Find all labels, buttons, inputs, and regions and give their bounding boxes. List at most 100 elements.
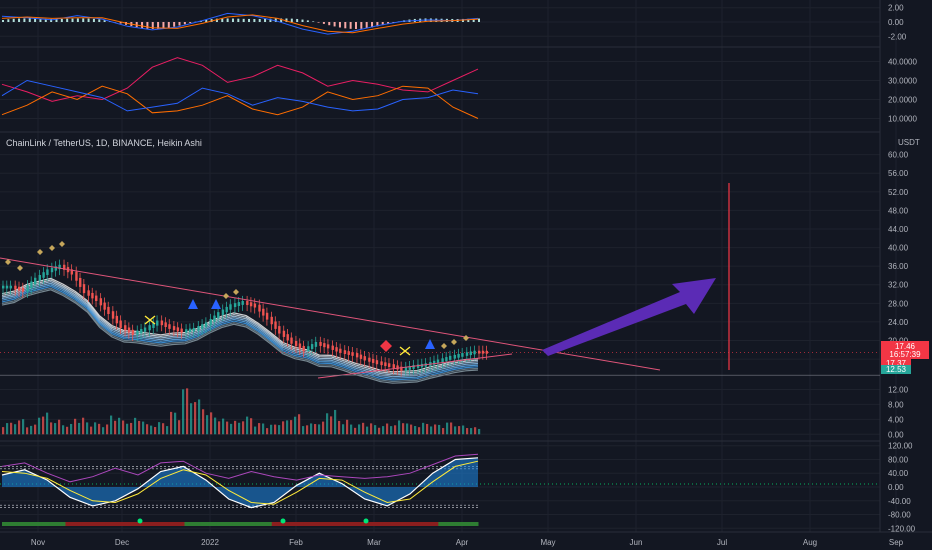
volume-bar — [42, 416, 45, 435]
volume-bar — [330, 416, 333, 435]
momentum-strip-cell — [41, 522, 51, 526]
macd-oscillator-panel — [1, 12, 480, 35]
candle-body — [453, 354, 456, 359]
candle-body — [115, 315, 119, 324]
momentum-strip-cell — [303, 522, 312, 526]
candle-body — [319, 341, 322, 346]
candle-body — [152, 322, 155, 328]
volume-bar — [250, 418, 253, 435]
momentum-strip-cell — [327, 522, 336, 526]
price-tick-label: 52.00 — [888, 188, 909, 197]
osc-histogram-bar — [82, 18, 85, 22]
candle-body — [176, 327, 180, 332]
buy-signal-triangle — [425, 339, 435, 349]
volume-bar — [462, 425, 465, 435]
osc-histogram-bar — [280, 18, 283, 22]
momentum-strip-cell — [168, 522, 178, 526]
momentum-dot — [280, 518, 286, 524]
osc-histogram-bar — [162, 22, 165, 29]
osc-histogram-bar — [365, 22, 368, 29]
volume-bar — [354, 427, 357, 435]
osc-histogram-bar — [119, 22, 122, 24]
momentum-strip-cell — [240, 522, 249, 526]
trend-dot-marker — [233, 289, 239, 295]
volume-bar — [446, 422, 449, 435]
osc-histogram-bar — [301, 19, 304, 22]
volume-bar — [442, 428, 445, 435]
osc-histogram-bar — [39, 18, 42, 22]
time-tick-label: Feb — [289, 538, 303, 547]
symbol-title[interactable]: ChainLink / TetherUS, 1D, BINANCE, Heiki… — [6, 138, 202, 148]
osc-macd-line — [1, 12, 479, 35]
osc-histogram-bar — [103, 20, 106, 22]
candle-body — [160, 320, 164, 326]
osc-histogram-bar — [205, 19, 208, 22]
osc-histogram-bar — [23, 18, 26, 22]
volume-bar — [158, 422, 161, 435]
cross-signal-marker — [399, 346, 411, 356]
osc-histogram-bar — [221, 18, 224, 22]
momentum-strip-cell — [136, 522, 146, 526]
osc-histogram-bar — [317, 22, 320, 23]
price-tick-label: 28.00 — [888, 299, 909, 308]
sell-signal-diamond — [380, 340, 392, 352]
osc-histogram-bar — [478, 18, 480, 22]
candle-body — [14, 285, 17, 290]
volume-bar — [22, 419, 25, 435]
momentum-strip-cell — [184, 522, 193, 526]
volume-bar — [378, 427, 381, 435]
volume-bar — [34, 424, 37, 435]
osc-histogram-bar — [472, 18, 475, 22]
osc-histogram-bar — [285, 18, 288, 22]
candle-body — [351, 352, 354, 356]
currency-label: USDT — [898, 138, 920, 147]
time-tick-label: May — [540, 538, 555, 547]
osc-histogram-bar — [66, 18, 69, 22]
candle-body — [192, 327, 196, 332]
volume-bar — [6, 423, 9, 435]
momentum-strip-cell — [105, 522, 114, 526]
candle-body — [465, 352, 469, 356]
momentum-strip-cell — [224, 522, 233, 526]
volume-bar — [110, 415, 113, 435]
volume-bar — [86, 422, 89, 435]
volume-bar — [58, 419, 61, 435]
time-tick-label: Mar — [367, 538, 381, 547]
candle-body — [448, 355, 452, 360]
momentum-dot — [363, 518, 369, 524]
volume-bar — [386, 423, 389, 435]
momentum-strip-cell — [295, 522, 304, 526]
volume-bar — [338, 420, 341, 435]
candle-body — [229, 304, 232, 310]
momentum-strip-cell — [57, 522, 66, 526]
momentum-strip-cell — [446, 522, 455, 526]
volume-bar — [266, 428, 269, 435]
time-axis[interactable]: Nov Dec 2022 Feb Mar Apr May Jun Jul Aug Sep — [31, 538, 904, 547]
momentum-strip-cell — [152, 522, 162, 526]
time-tick-label: Jun — [630, 538, 643, 547]
volume-bar — [306, 425, 309, 435]
candle-body — [91, 292, 94, 299]
volume-bar — [410, 424, 413, 435]
momentum-strip-cell — [160, 522, 170, 526]
osc-histogram-bar — [322, 22, 325, 24]
candle-body — [197, 326, 200, 331]
wave-main-line — [1, 457, 479, 509]
osc-histogram-bar — [381, 22, 384, 26]
candle-body — [209, 318, 212, 326]
candle-body — [359, 354, 363, 359]
volume-bar — [230, 423, 233, 435]
candle-body — [412, 365, 415, 369]
osc-histogram-bar — [349, 22, 352, 29]
level-label: 17.37 — [886, 359, 907, 368]
candle-body — [258, 304, 261, 312]
volume-bar — [414, 426, 417, 435]
momentum-strip-cell — [279, 522, 289, 526]
price-label: 17.46 — [895, 342, 916, 351]
volume-bar — [154, 427, 157, 435]
momentum-strip-cell — [192, 522, 201, 526]
osc-histogram-bar — [258, 18, 261, 22]
candle-body — [70, 269, 74, 275]
candle-body — [87, 290, 90, 296]
